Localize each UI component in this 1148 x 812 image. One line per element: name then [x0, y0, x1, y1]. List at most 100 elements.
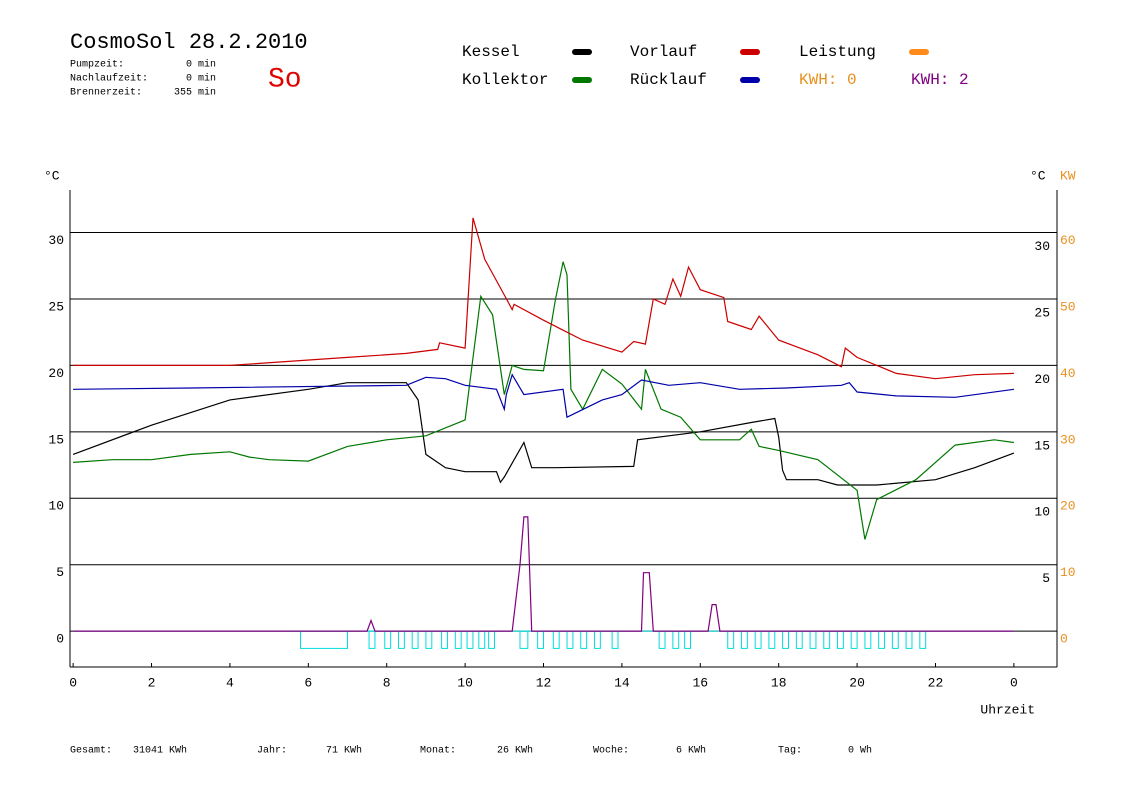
x-tick-label: 16 [692, 675, 708, 690]
y-right-tick-label: 10 [1034, 505, 1050, 520]
pump-pulse [768, 630, 776, 649]
footer-value: 0 Wh [848, 745, 872, 757]
stat-value: 0 min [186, 59, 216, 71]
footer-label: Tag: [778, 746, 802, 757]
y-unit: °C [44, 168, 60, 183]
footer-value: 6 KWh [676, 745, 706, 757]
y-right-tick-label: 30 [1034, 239, 1050, 254]
x-tick-label: 12 [536, 675, 552, 690]
footer-label: Gesamt: [70, 746, 112, 757]
x-axis-label: Uhrzeit [980, 702, 1035, 717]
pump-pulse [850, 630, 858, 649]
stat-value: 0 min [186, 73, 216, 85]
x-tick-label: 18 [771, 675, 787, 690]
pump-pulse [891, 630, 899, 649]
pump-pulse [537, 630, 545, 649]
pump-pulse [919, 630, 927, 649]
day: So [268, 64, 302, 95]
y-right-tick-label: 20 [1034, 372, 1050, 387]
legend-label: Kessel [462, 43, 520, 61]
pump-pulse [466, 630, 474, 649]
pump-pulse [368, 630, 376, 649]
series-line [73, 261, 1014, 540]
pump-pulse [905, 630, 913, 649]
x-tick-label: 0 [1010, 675, 1018, 690]
kwh-label: KWH: 2 [911, 71, 969, 89]
y2-unit-kw: KW [1060, 168, 1076, 183]
legend-label: Rücklauf [630, 71, 707, 89]
pump-pulse [425, 630, 433, 649]
series-line [73, 217, 1014, 380]
y-tick-label: 10 [48, 499, 64, 514]
series-line [73, 373, 1014, 419]
x-tick-label: 6 [304, 675, 312, 690]
stat-label: Brennerzeit: [70, 87, 142, 99]
series-line [72, 382, 1015, 486]
footer-label: Woche: [593, 745, 629, 757]
pump-pulse [611, 630, 619, 649]
pump-pulse [566, 630, 574, 649]
pump-pulse [672, 630, 680, 649]
pump-pulse [754, 630, 762, 649]
footer-value: 31041 KWh [133, 745, 187, 757]
y-tick-label: 15 [48, 432, 64, 447]
chart-title: CosmoSol 28.2.2010 [70, 30, 308, 55]
pump-pulse [441, 630, 448, 649]
y2-tick-label: 30 [1060, 432, 1076, 447]
pump-pulse [836, 630, 844, 649]
y2-unit: °C [1030, 168, 1046, 183]
pump-pulse [454, 630, 462, 649]
x-tick-label: 8 [383, 675, 391, 690]
pump-pulse [478, 630, 486, 649]
legend-label: Kollektor [462, 71, 548, 89]
pump-pulse [727, 630, 735, 649]
x-tick-label: 14 [614, 675, 630, 690]
stat-label: Pumpzeit: [70, 59, 124, 71]
y2-tick-label: 20 [1060, 499, 1076, 514]
footer-label: Monat: [420, 746, 456, 757]
x-tick-label: 10 [457, 675, 473, 690]
y2-tick-label: 10 [1060, 565, 1076, 580]
pump-pulse [397, 630, 405, 649]
y2-tick-label: 0 [1060, 632, 1068, 647]
y-tick-label: 0 [56, 632, 64, 647]
pump-pulse [411, 630, 419, 649]
pump-pulse [593, 630, 601, 649]
y2-tick-label: 60 [1060, 233, 1076, 248]
legend-label: Vorlauf [630, 43, 697, 61]
y2-tick-label: 40 [1060, 366, 1076, 381]
stat-value: 355 min [174, 87, 216, 99]
pump-pulse [823, 630, 831, 649]
x-tick-label: 22 [928, 675, 944, 690]
y-right-tick-label: 25 [1034, 305, 1050, 320]
pump-pulse [795, 630, 803, 649]
series-line [73, 516, 1014, 632]
footer-value: 26 KWh [497, 745, 533, 757]
pump-pulse [658, 630, 666, 649]
pump-pulse [740, 630, 748, 649]
kwh-label: KWH: 0 [799, 71, 857, 89]
pump-pulse [684, 630, 692, 649]
x-tick-label: 4 [226, 675, 234, 690]
x-tick-label: 20 [849, 675, 865, 690]
x-tick-label: 2 [148, 675, 156, 690]
pump-pulse [488, 630, 496, 649]
x-tick-label: 0 [69, 675, 77, 690]
y-right-tick-label: 15 [1034, 438, 1050, 453]
footer-value: 71 KWh [326, 745, 362, 757]
pump-pulse [809, 630, 817, 649]
y-tick-label: 25 [48, 299, 64, 314]
pump-pulse [864, 630, 872, 649]
pump-pulse [552, 630, 560, 649]
y-tick-label: 30 [48, 233, 64, 248]
y-tick-label: 5 [56, 565, 64, 580]
stat-label: Nachlaufzeit: [70, 73, 148, 85]
pump-pulse [384, 630, 392, 649]
y2-tick-label: 50 [1060, 299, 1076, 314]
y-right-tick-label: 5 [1042, 571, 1050, 586]
pump-pulse [299, 630, 349, 649]
footer-label: Jahr: [257, 745, 287, 757]
y-tick-label: 20 [48, 366, 64, 381]
pump-pulse [782, 630, 789, 649]
